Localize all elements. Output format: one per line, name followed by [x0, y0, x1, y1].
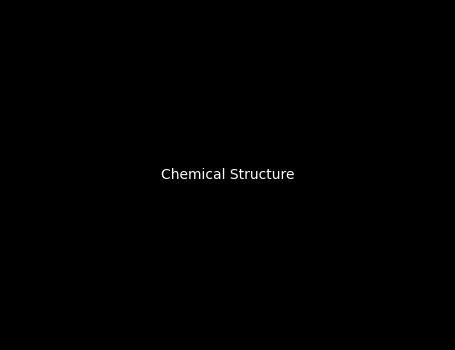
Text: Chemical Structure: Chemical Structure	[161, 168, 294, 182]
